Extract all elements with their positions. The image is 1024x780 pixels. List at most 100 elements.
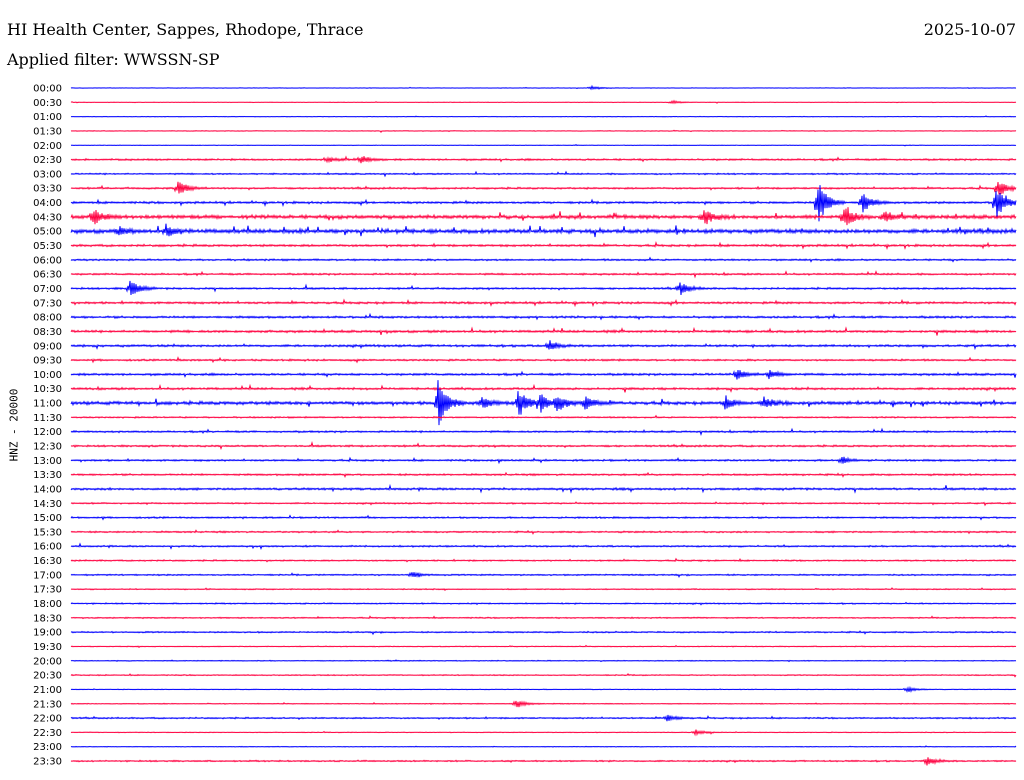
trace-row-0300 [70,170,1017,178]
row-time-label: 01:00 [33,112,62,123]
trace-row-0330 [70,181,1017,195]
row-time-label: 14:00 [33,484,62,495]
row-time-label: 06:00 [33,255,62,266]
row-time-label: 18:30 [33,613,62,624]
trace-row-0930 [70,356,1017,364]
trace-row-0430 [70,207,1017,226]
row-time-label: 12:30 [33,442,62,453]
trace-row-0830 [70,326,1017,336]
row-time-label: 11:30 [33,413,62,424]
trace-row-0800 [70,312,1017,321]
trace-row-0030 [70,99,1017,105]
trace-row-0000 [70,84,1017,91]
trace-row-2300 [70,745,1017,748]
trace-row-0700 [70,280,1017,296]
trace-row-1600 [70,542,1017,550]
row-time-label: 01:30 [33,126,62,137]
trace-row-1230 [70,441,1017,450]
row-time-label: 02:30 [33,155,62,166]
station-title: HI Health Center, Sappes, Rhodope, Thrac… [7,20,364,39]
row-time-label: 09:00 [33,341,62,352]
trace-row-1900 [70,630,1017,636]
trace-row-1530 [70,529,1017,535]
row-time-label: 20:30 [33,671,62,682]
row-time-label: 12:00 [33,427,62,438]
row-time-label: 06:30 [33,270,62,281]
trace-row-2330 [70,757,1017,766]
row-time-label: 22:00 [33,714,62,725]
row-time-label: 08:00 [33,313,62,324]
trace-row-1430 [70,501,1017,507]
row-time-label: 13:00 [33,456,62,467]
trace-row-1800 [70,601,1017,606]
row-time-label: 07:00 [33,284,62,295]
trace-row-1030 [70,383,1017,393]
row-time-label: 16:00 [33,542,62,553]
row-time-label: 21:30 [33,699,62,710]
row-time-label: 03:30 [33,184,62,195]
row-time-label: 04:00 [33,198,62,209]
trace-row-0230 [70,155,1017,164]
row-time-label: 05:00 [33,227,62,238]
row-time-label: 21:00 [33,685,62,696]
trace-row-1330 [70,471,1017,479]
row-time-label: 17:30 [33,585,62,596]
trace-row-2200 [70,714,1017,722]
row-time-label: 13:30 [33,470,62,481]
trace-row-0400 [70,185,1017,222]
trace-row-1930 [70,644,1017,649]
row-time-label: 15:30 [33,527,62,538]
trace-row-1630 [70,557,1017,563]
trace-row-2000 [70,659,1017,663]
row-time-label: 18:00 [33,599,62,610]
trace-row-0900 [70,340,1017,351]
row-time-label: 09:30 [33,356,62,367]
date-label: 2025-10-07 [923,20,1016,39]
trace-row-0200 [70,143,1017,147]
trace-row-1730 [70,587,1017,592]
row-time-label: 19:30 [33,642,62,653]
row-time-label: 16:30 [33,556,62,567]
trace-row-1400 [70,483,1017,494]
row-time-label: 17:00 [33,570,62,581]
row-time-label: 20:00 [33,656,62,667]
row-time-label: 10:00 [33,370,62,381]
row-time-label: 15:00 [33,513,62,524]
trace-row-1300 [70,456,1017,465]
trace-row-0100 [70,115,1017,118]
row-time-label: 07:30 [33,298,62,309]
row-time-label: 04:30 [33,212,62,223]
row-time-label: 02:00 [33,141,62,152]
trace-row-0500 [70,223,1017,238]
trace-row-1000 [70,369,1017,380]
row-time-label: 08:30 [33,327,62,338]
trace-row-0530 [70,241,1017,250]
row-time-label: 23:30 [33,757,62,768]
trace-row-0600 [70,256,1017,263]
row-time-label: 23:00 [33,742,62,753]
trace-row-1830 [70,615,1017,620]
row-time-label: 03:00 [33,169,62,180]
row-time-label: 00:00 [33,84,62,95]
trace-row-0130 [70,129,1017,134]
filter-label: Applied filter: WWSSN-SP [7,50,220,69]
trace-row-2030 [70,673,1017,678]
row-time-label: 00:30 [33,98,62,109]
trace-row-1130 [70,414,1017,419]
trace-row-0630 [70,270,1017,279]
row-time-label: 05:30 [33,241,62,252]
row-time-label: 11:00 [33,399,62,410]
trace-row-2100 [70,685,1017,693]
row-time-label: 10:30 [33,384,62,395]
row-time-label: 22:30 [33,728,62,739]
trace-row-1200 [70,427,1017,436]
trace-row-0730 [70,298,1017,308]
trace-row-1100 [70,380,1017,426]
trace-row-2230 [70,729,1017,737]
row-time-label: 19:00 [33,628,62,639]
row-time-label: 14:30 [33,499,62,510]
trace-row-2130 [70,700,1017,708]
trace-row-1500 [70,514,1017,521]
trace-row-1700 [70,571,1017,578]
